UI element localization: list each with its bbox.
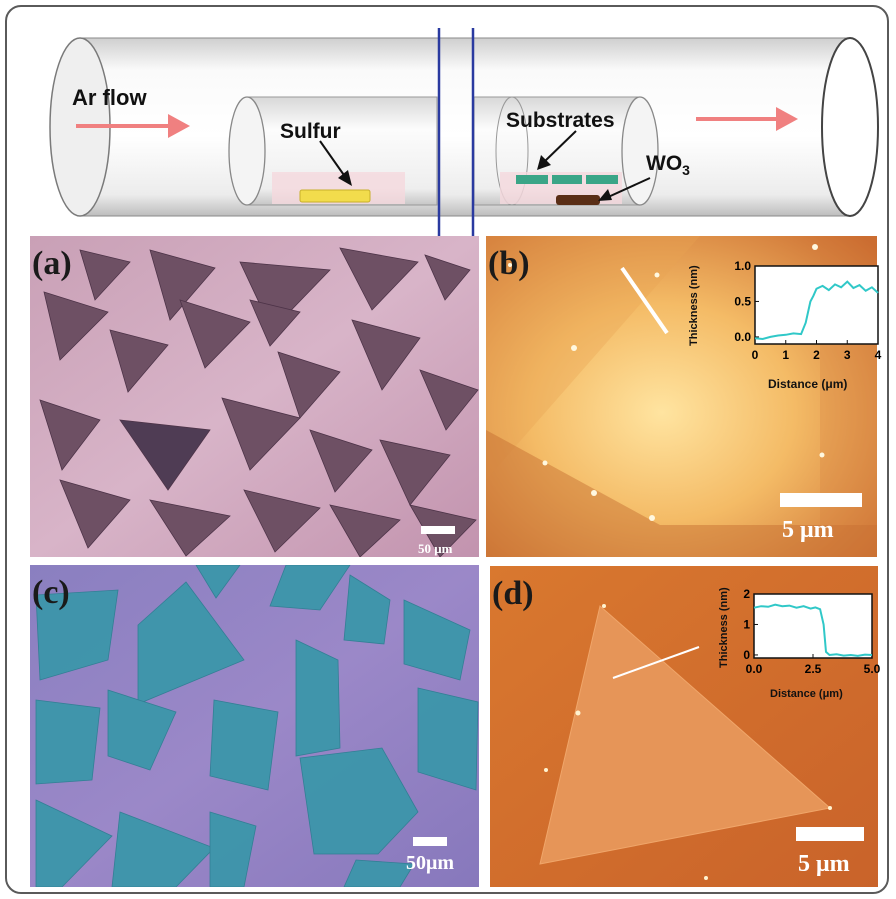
ar-flow-label: Ar flow bbox=[72, 85, 147, 110]
panel-d-inset-ylabel: Thickness (nm) bbox=[718, 587, 730, 668]
panel-d-scale-text: 5 μm bbox=[798, 851, 850, 877]
panel-d-inset-series bbox=[753, 603, 873, 657]
panel-a-flakes bbox=[39, 247, 479, 557]
inset-y-tick-label: 2 bbox=[743, 587, 750, 601]
panel-c-scale-text: 50μm bbox=[406, 852, 454, 874]
inset-x-tick-label: 2.5 bbox=[805, 662, 822, 676]
pointer-arrows bbox=[319, 130, 651, 201]
panel-d-triangle-flake bbox=[539, 605, 832, 865]
wo3-label: WO3 bbox=[646, 152, 690, 178]
panel-a-optical-image bbox=[30, 236, 479, 557]
sulfur-label: Sulfur bbox=[280, 120, 341, 143]
panel-c-label: (c) bbox=[32, 574, 70, 611]
panel-c-scale-bar: 50μm bbox=[406, 837, 454, 874]
panel-d-particles bbox=[544, 604, 832, 880]
panel-b-inset-ticks: 0 1 2 3 4 1.0 0.5 0.0 bbox=[734, 259, 881, 362]
inset-x-tick-label: 5.0 bbox=[864, 662, 881, 676]
panel-d-label: (d) bbox=[492, 575, 534, 612]
panel-d-inset-chart: 0.0 2.5 5.0 2 1 0 Thickness (nm) Distance (μm… bbox=[718, 587, 881, 700]
inset-y-tick-label: 1.0 bbox=[734, 259, 751, 273]
panel-d-profile-line bbox=[612, 646, 700, 679]
panel-d-scale-bar: 5 μm bbox=[796, 827, 864, 877]
panel-a-scale-bar: 50 μm bbox=[418, 526, 455, 556]
furnace-schematic: Ar flow Sulfur Substrates WO3 bbox=[49, 28, 879, 238]
wo3-powder bbox=[556, 195, 600, 205]
panel-c-optical-image bbox=[30, 565, 479, 887]
sulfur-boat bbox=[299, 189, 371, 203]
panel-b-inset-ylabel: Thickness (nm) bbox=[688, 265, 700, 346]
panel-a-scale-text: 50 μm bbox=[418, 541, 453, 556]
panel-b-inset-xlabel: Distance (μm) bbox=[768, 377, 847, 391]
panel-b-inset-series bbox=[754, 280, 879, 341]
panel-d-inset-plot-area bbox=[753, 593, 873, 659]
wo3-main: WO bbox=[646, 152, 682, 175]
inset-x-tick-label: 0.0 bbox=[746, 662, 763, 676]
panel-a-label: (a) bbox=[32, 245, 72, 282]
panel-b-inset-plot-area bbox=[754, 265, 879, 345]
inset-x-tick-label: 0 bbox=[752, 348, 759, 362]
inset-x-tick-label: 3 bbox=[844, 348, 851, 362]
inset-y-tick-label: 0 bbox=[743, 648, 750, 662]
flow-arrow-out bbox=[696, 107, 798, 131]
substrates-label: Substrates bbox=[506, 109, 615, 132]
inset-y-tick-label: 1 bbox=[743, 617, 750, 631]
inset-y-tick-label: 0.5 bbox=[734, 294, 751, 308]
inner-tube-left bbox=[228, 96, 438, 206]
tube-divider bbox=[437, 28, 475, 238]
panel-b-label: (b) bbox=[488, 245, 530, 282]
panel-b-scale-bar: 5 μm bbox=[780, 493, 862, 543]
panel-d-inset-xlabel: Distance (μm) bbox=[770, 688, 843, 700]
inset-y-tick-label: 0.0 bbox=[734, 330, 751, 344]
panel-b-particles bbox=[508, 244, 825, 521]
panel-b-inset-chart: 0 1 2 3 4 1.0 0.5 0.0 Thickness (nm) Distance (… bbox=[688, 259, 882, 391]
inset-x-tick-label: 4 bbox=[875, 348, 882, 362]
inset-x-tick-label: 1 bbox=[782, 348, 789, 362]
panel-b-scale-text: 5 μm bbox=[782, 517, 834, 543]
inset-x-tick-label: 2 bbox=[813, 348, 820, 362]
panel-d-inset-ticks: 0.0 2.5 5.0 2 1 0 bbox=[743, 587, 880, 676]
substrate-pieces bbox=[516, 175, 618, 184]
wo3-subscript: 3 bbox=[682, 162, 690, 178]
panel-c-flakes bbox=[35, 565, 479, 887]
flow-arrow-in bbox=[76, 114, 190, 138]
outer-quartz-tube bbox=[49, 37, 879, 217]
panel-b-profile-line bbox=[620, 266, 669, 335]
